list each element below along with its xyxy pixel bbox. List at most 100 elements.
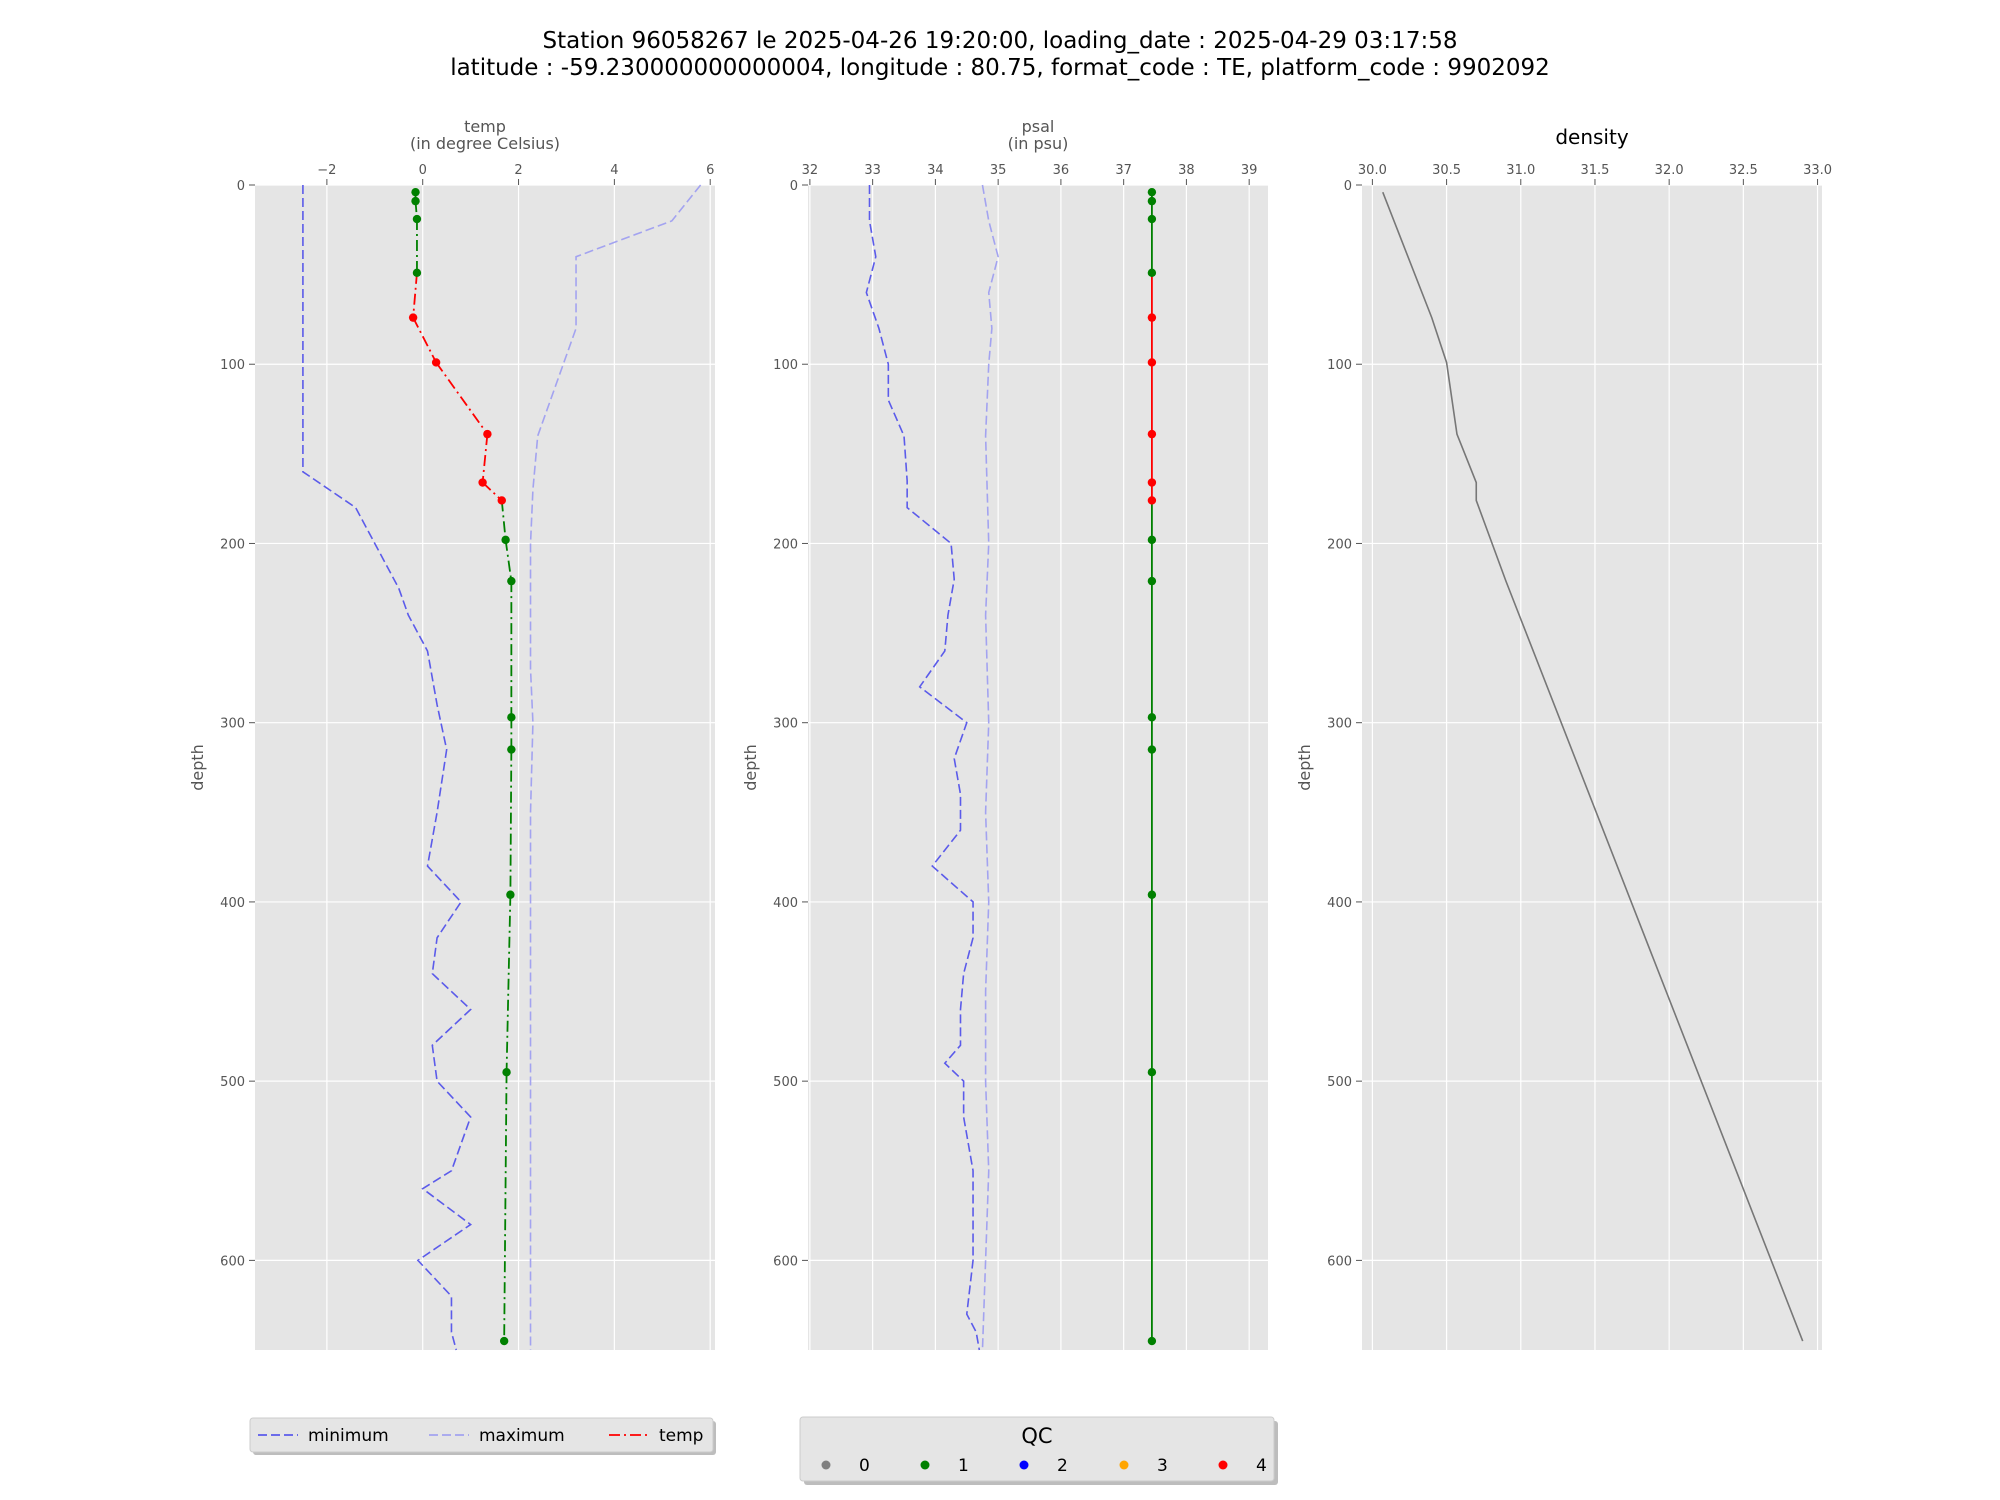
qc-legend-3-label: 3 [1157, 1456, 1168, 1476]
density-xtick-label: 30.0 [1358, 163, 1387, 178]
density-ticks: 30.0 30.5 31.0 31.5 32.0 32.5 33.0 0 100 200 300 40… [1327, 163, 1832, 1269]
psal-xtick-label: 34 [927, 163, 944, 178]
density-ytick-label: 200 [1327, 537, 1352, 552]
psal-psal-point [1147, 890, 1157, 899]
temp-temp-point [412, 268, 422, 278]
temp-temp-segment [412, 272, 418, 318]
temp-temp-point [412, 214, 422, 224]
psal-ytick-label: 400 [773, 896, 798, 911]
temp-temp-segment [481, 434, 489, 483]
temp-temp-point [411, 187, 420, 197]
psal-ytick-label: 0 [790, 179, 798, 194]
temp-temp-segment [412, 317, 437, 363]
temp-temp-point [499, 1336, 509, 1346]
temp-series [302, 184, 702, 1351]
psal-minimum-line [865, 185, 981, 1351]
temp-ylabel: depth [188, 744, 207, 791]
figure-title-line1: Station 96058267 le 2025-04-26 19:20:00,… [543, 28, 1458, 54]
temp-temp-segment [500, 500, 507, 540]
psal-ylabel: depth [741, 744, 760, 791]
psal-xtick-label: 36 [1053, 163, 1070, 178]
temp-temp-point [507, 713, 516, 722]
temp-maximum-line [529, 184, 702, 1350]
psal-xtick-label: 32 [802, 163, 819, 178]
density-ylabel: depth [1295, 744, 1314, 791]
psal-psal-point [1147, 496, 1157, 505]
temp-ytick-label: 400 [220, 896, 245, 911]
psal-xtick-label: 33 [864, 163, 881, 178]
psal-psal-point [1147, 1336, 1157, 1346]
psal-ytick-label: 500 [773, 1075, 798, 1090]
temp-temp-point [507, 576, 516, 586]
qc-legend-2-marker [1019, 1460, 1029, 1470]
line-legend: minimum maximum temp [249, 1417, 716, 1455]
density-xtick-label: 32.5 [1729, 163, 1758, 178]
temp-xtick-label: 4 [610, 163, 618, 178]
density-density-line [1382, 191, 1804, 1342]
psal-plot-area [808, 185, 1268, 1350]
density-ytick-label: 100 [1327, 358, 1352, 373]
psal-psal-point [1147, 214, 1157, 224]
psal-psal-point [1147, 713, 1157, 722]
temp-xlabel: temp [464, 117, 506, 136]
psal-maximum-line [981, 184, 999, 1351]
temp-xtick-label: 2 [514, 163, 522, 178]
psal-psal-point [1147, 187, 1157, 197]
psal-psal-point [1147, 478, 1157, 487]
temp-panel: −2 0 2 4 6 0 100 200 300 400 500 600 temp (in degre… [188, 117, 715, 1351]
psal-xtick-label: 35 [990, 163, 1007, 178]
temp-ytick-label: 500 [220, 1075, 245, 1090]
qc-legend-4-label: 4 [1256, 1456, 1267, 1476]
density-ytick-label: 0 [1344, 179, 1352, 194]
psal-psal-point [1147, 196, 1157, 206]
temp-temp-segment [435, 361, 489, 435]
temp-temp-point [501, 535, 510, 545]
temp-ytick-label: 100 [220, 358, 245, 373]
temp-temp-point [502, 1067, 511, 1077]
temp-xtick-label: 6 [706, 163, 714, 178]
legend-minimum-label: minimum [308, 1426, 389, 1446]
temp-temp-segment [503, 1072, 508, 1342]
temp-temp-segment [505, 894, 512, 1073]
temp-plot-area [255, 185, 715, 1350]
psal-grid [808, 184, 1268, 1350]
temp-temp-point [483, 429, 492, 439]
temp-temp-point [431, 358, 441, 367]
qc-legend-1-marker [920, 1460, 930, 1470]
psal-psal-point [1147, 745, 1157, 754]
psal-psal-point [1147, 429, 1157, 439]
temp-xlabel-unit: (in degree Celsius) [410, 134, 560, 153]
temp-temp-segment [481, 481, 503, 502]
temp-grid [255, 184, 715, 1350]
temp-ytick-label: 600 [220, 1254, 245, 1269]
density-ytick-label: 600 [1327, 1254, 1352, 1269]
psal-xlabel: psal [1022, 117, 1055, 136]
temp-ytick-label: 0 [237, 179, 245, 194]
density-xtick-label: 33.0 [1803, 163, 1832, 178]
temp-temp-point [506, 890, 515, 899]
psal-ytick-label: 300 [773, 717, 798, 732]
density-title: density [1555, 125, 1628, 149]
qc-legend-2-label: 2 [1057, 1456, 1068, 1476]
psal-psal-point [1147, 576, 1157, 586]
temp-temp-point [497, 496, 506, 505]
psal-ytick-label: 200 [773, 537, 798, 552]
qc-legend: QC 0 1 2 3 4 [799, 1416, 1278, 1485]
psal-psal-point [1147, 1067, 1157, 1077]
legend-temp-label: temp [659, 1426, 703, 1446]
qc-legend-items: 0 1 2 3 4 [821, 1456, 1267, 1476]
qc-legend-0-label: 0 [859, 1456, 870, 1476]
temp-xtick-label: −2 [317, 163, 336, 178]
density-series [1382, 191, 1804, 1342]
density-ytick-label: 300 [1327, 717, 1352, 732]
temp-xtick-label: 0 [419, 163, 427, 178]
psal-xtick-label: 37 [1115, 163, 1132, 178]
density-xtick-label: 31.0 [1506, 163, 1535, 178]
density-ytick-label: 500 [1327, 1075, 1352, 1090]
density-xtick-label: 32.0 [1655, 163, 1684, 178]
temp-ytick-label: 300 [220, 717, 245, 732]
temp-temp-point [507, 745, 516, 754]
psal-ytick-label: 100 [773, 358, 798, 373]
temp-temp-point [478, 478, 487, 487]
